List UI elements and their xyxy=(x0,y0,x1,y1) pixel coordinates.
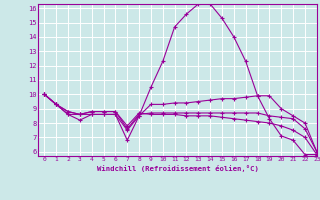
X-axis label: Windchill (Refroidissement éolien,°C): Windchill (Refroidissement éolien,°C) xyxy=(97,165,259,172)
